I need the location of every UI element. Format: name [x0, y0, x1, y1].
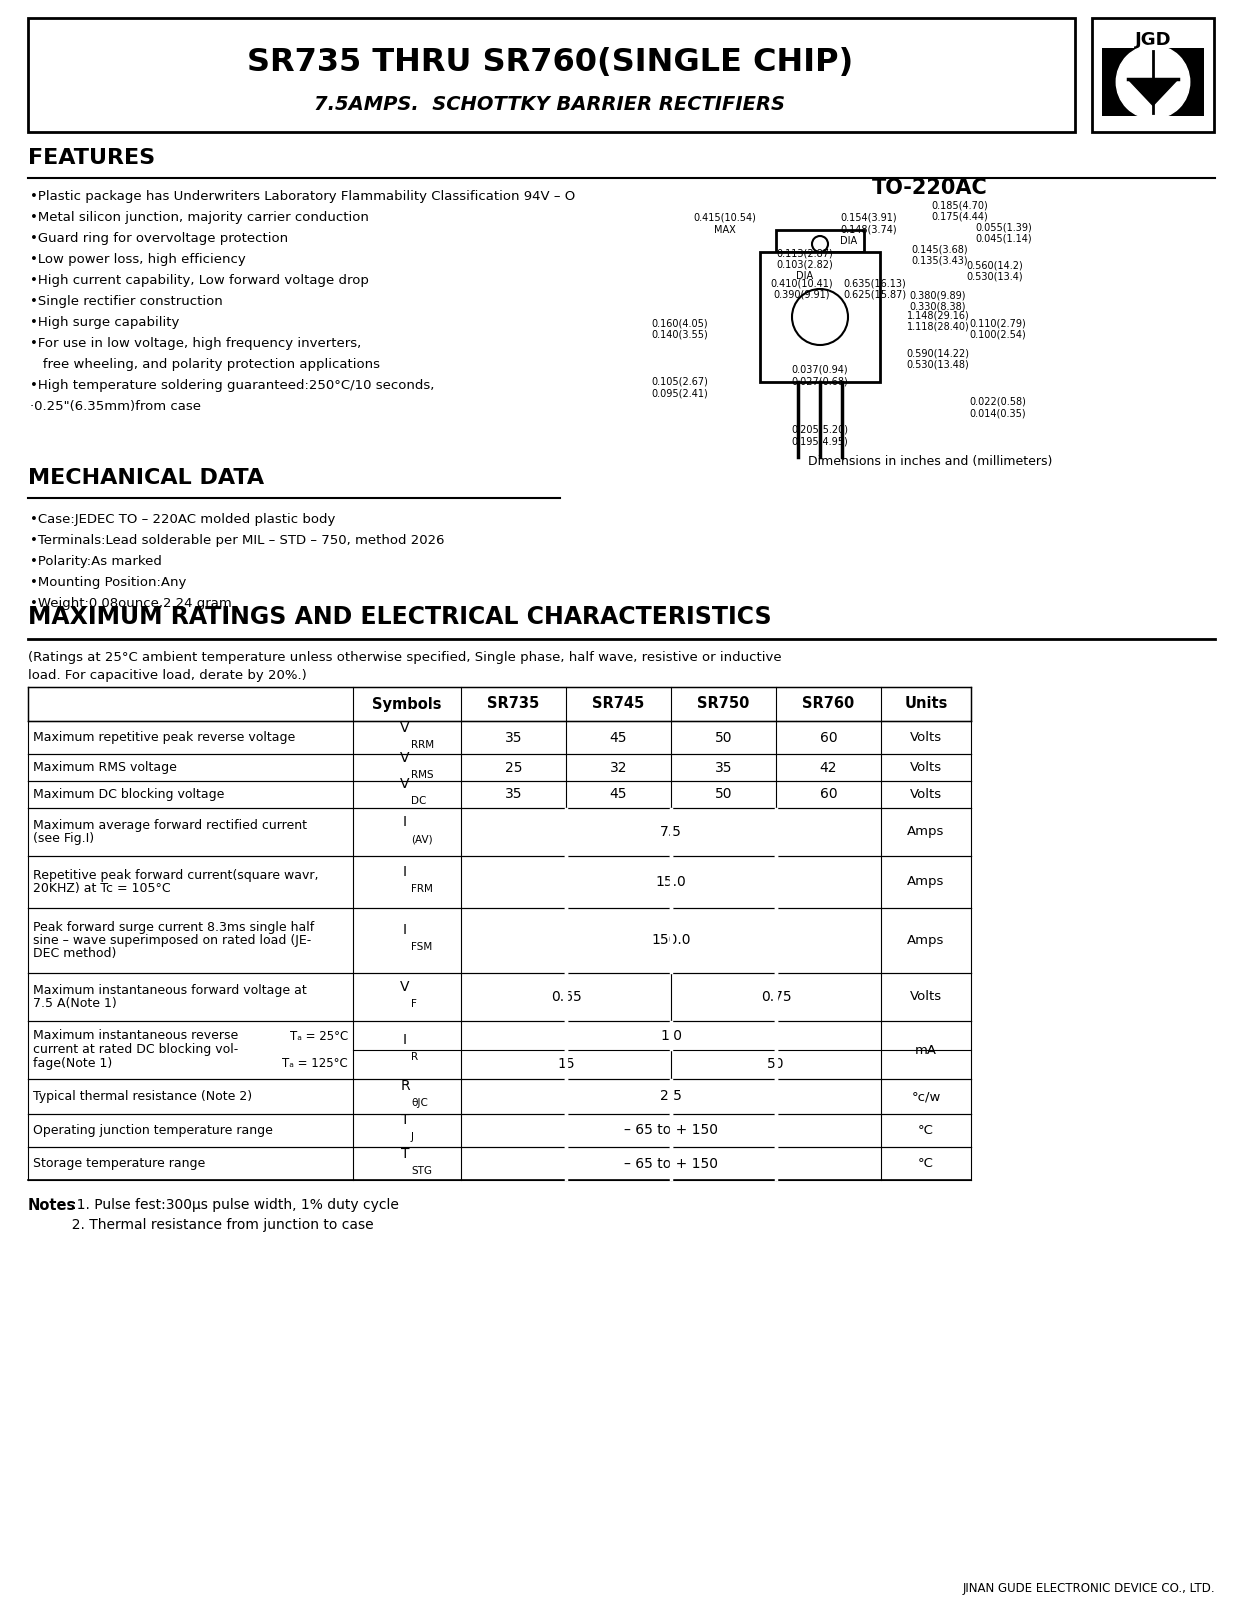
Text: SR750: SR750 — [697, 696, 750, 712]
Text: 0.110(2.79)
0.100(2.54): 0.110(2.79) 0.100(2.54) — [970, 318, 1026, 339]
Text: 2. Thermal resistance from junction to case: 2. Thermal resistance from junction to c… — [29, 1218, 374, 1232]
Text: Maximum average forward rectified current: Maximum average forward rectified curren… — [34, 819, 307, 832]
Text: FEATURES: FEATURES — [29, 149, 155, 168]
Text: Dimensions in inches and (millimeters): Dimensions in inches and (millimeters) — [807, 454, 1052, 467]
Text: Volts: Volts — [910, 990, 943, 1003]
Text: 0.160(4.05)
0.140(3.55): 0.160(4.05) 0.140(3.55) — [652, 318, 708, 339]
Text: V: V — [400, 750, 410, 765]
Text: Maximum instantaneous forward voltage at: Maximum instantaneous forward voltage at — [34, 984, 307, 997]
Text: Volts: Volts — [910, 731, 943, 744]
Circle shape — [1117, 45, 1190, 118]
Text: – 65 to + 150: – 65 to + 150 — [623, 1157, 718, 1171]
Text: 7.5: 7.5 — [660, 826, 682, 838]
Text: 7.5AMPS.  SCHOTTKY BARRIER RECTIFIERS: 7.5AMPS. SCHOTTKY BARRIER RECTIFIERS — [314, 96, 785, 115]
Text: (see Fig.I): (see Fig.I) — [34, 832, 94, 845]
Text: SR745: SR745 — [592, 696, 645, 712]
Text: 45: 45 — [610, 787, 627, 802]
Text: R: R — [400, 1080, 410, 1093]
Text: sine – wave superimposed on rated load (JE-: sine – wave superimposed on rated load (… — [34, 934, 312, 947]
Bar — [760, 251, 881, 382]
Text: current at rated DC blocking vol-: current at rated DC blocking vol- — [34, 1043, 238, 1056]
Text: 25: 25 — [504, 760, 522, 774]
Text: 20KHZ) at Tc = 105°C: 20KHZ) at Tc = 105°C — [34, 882, 170, 894]
Text: MECHANICAL DATA: MECHANICAL DATA — [29, 467, 265, 488]
Text: MAXIMUM RATINGS AND ELECTRICAL CHARACTERISTICS: MAXIMUM RATINGS AND ELECTRICAL CHARACTER… — [29, 605, 771, 629]
Text: Notes: Notes — [29, 1198, 76, 1213]
Text: Amps: Amps — [908, 934, 945, 947]
Text: 1.148(29.16)
1.118(28.40): 1.148(29.16) 1.118(28.40) — [907, 310, 969, 331]
Text: Storage temperature range: Storage temperature range — [34, 1157, 205, 1170]
Text: 0.105(2.67)
0.095(2.41): 0.105(2.67) 0.095(2.41) — [652, 378, 708, 398]
Text: mA: mA — [915, 1043, 936, 1056]
Text: (AV): (AV) — [411, 834, 432, 845]
Text: •For use in low voltage, high frequency inverters,: •For use in low voltage, high frequency … — [30, 338, 361, 350]
Text: Operating junction temperature range: Operating junction temperature range — [34, 1123, 273, 1138]
Text: •High temperature soldering guaranteed:250°C/10 seconds,: •High temperature soldering guaranteed:2… — [30, 379, 435, 392]
Text: •Mounting Position:Any: •Mounting Position:Any — [30, 576, 186, 589]
Text: 0.635(16.13)
0.625(15.87): 0.635(16.13) 0.625(15.87) — [843, 278, 907, 299]
Bar — [29, 686, 971, 722]
Text: 0.055(1.39)
0.045(1.14): 0.055(1.39) 0.045(1.14) — [975, 222, 1032, 243]
Text: fage(Note 1): fage(Note 1) — [34, 1058, 112, 1070]
Text: Maximum repetitive peak reverse voltage: Maximum repetitive peak reverse voltage — [34, 731, 296, 744]
Text: 7.5 A(Note 1): 7.5 A(Note 1) — [34, 997, 117, 1010]
Text: 0.65: 0.65 — [550, 990, 581, 1005]
Text: 32: 32 — [610, 760, 627, 774]
Text: 50: 50 — [714, 787, 733, 802]
Text: 1.0: 1.0 — [660, 1029, 682, 1043]
Text: 60: 60 — [820, 731, 837, 744]
Text: •Weight:0.08ounce,2.24 gram: •Weight:0.08ounce,2.24 gram — [30, 597, 232, 610]
Text: 0.145(3.68)
0.135(3.43): 0.145(3.68) 0.135(3.43) — [912, 243, 969, 266]
Text: Tₐ = 125°C: Tₐ = 125°C — [282, 1058, 348, 1070]
Text: 15: 15 — [558, 1058, 575, 1072]
Text: 0.205(5.20)
0.195(4.95): 0.205(5.20) 0.195(4.95) — [791, 426, 848, 446]
Text: °C: °C — [918, 1123, 934, 1138]
Text: RMS: RMS — [411, 770, 433, 779]
Text: Symbols: Symbols — [373, 696, 442, 712]
Text: 0.022(0.58)
0.014(0.35): 0.022(0.58) 0.014(0.35) — [970, 397, 1026, 419]
Text: I: I — [402, 814, 407, 829]
Text: JGD: JGD — [1135, 30, 1171, 50]
Text: free wheeling, and polarity protection applications: free wheeling, and polarity protection a… — [30, 358, 380, 371]
Text: 35: 35 — [504, 787, 522, 802]
Bar — [776, 230, 864, 251]
Text: Amps: Amps — [908, 826, 945, 838]
Text: DC: DC — [411, 797, 426, 806]
Text: SR735: SR735 — [487, 696, 539, 712]
Text: :1. Pulse fest:300μs pulse width, 1% duty cycle: :1. Pulse fest:300μs pulse width, 1% dut… — [72, 1198, 399, 1213]
Text: V: V — [400, 979, 410, 994]
Text: J: J — [411, 1133, 414, 1142]
Text: F: F — [411, 998, 417, 1010]
Text: SR760: SR760 — [802, 696, 854, 712]
Text: 60: 60 — [820, 787, 837, 802]
Text: R: R — [411, 1053, 419, 1062]
Text: Repetitive peak forward current(square wavr,: Repetitive peak forward current(square w… — [34, 869, 318, 882]
Text: 35: 35 — [504, 731, 522, 744]
Text: TO-220AC: TO-220AC — [872, 178, 987, 198]
Text: I: I — [402, 923, 407, 938]
Text: Maximum DC blocking voltage: Maximum DC blocking voltage — [34, 787, 225, 802]
Text: °c/w: °c/w — [912, 1090, 940, 1102]
Text: •Case:JEDEC TO – 220AC molded plastic body: •Case:JEDEC TO – 220AC molded plastic bo… — [30, 514, 335, 526]
Text: Volts: Volts — [910, 787, 943, 802]
Text: 0.185(4.70)
0.175(4.44): 0.185(4.70) 0.175(4.44) — [932, 200, 989, 221]
Text: Units: Units — [904, 696, 948, 712]
Text: 2.5: 2.5 — [660, 1090, 682, 1104]
Text: – 65 to + 150: – 65 to + 150 — [623, 1123, 718, 1138]
Text: •Metal silicon junction, majority carrier conduction: •Metal silicon junction, majority carrie… — [30, 211, 369, 224]
Text: Maximum instantaneous reverse: Maximum instantaneous reverse — [34, 1029, 238, 1042]
Text: DEC method): DEC method) — [34, 947, 117, 960]
Text: °C: °C — [918, 1157, 934, 1170]
Text: Typical thermal resistance (Note 2): Typical thermal resistance (Note 2) — [34, 1090, 252, 1102]
Text: 0.037(0.94)
0.027(0.68): 0.037(0.94) 0.027(0.68) — [791, 365, 848, 387]
Text: 0.154(3.91)
0.148(3.74)
DIA: 0.154(3.91) 0.148(3.74) DIA — [840, 213, 897, 246]
Bar — [1102, 48, 1203, 117]
Text: •Low power loss, high efficiency: •Low power loss, high efficiency — [30, 253, 246, 266]
Text: STG: STG — [411, 1165, 432, 1176]
Text: V: V — [400, 778, 410, 792]
Text: 0.590(14.22)
0.530(13.48): 0.590(14.22) 0.530(13.48) — [907, 349, 970, 370]
Polygon shape — [1128, 78, 1177, 106]
Text: 150.0: 150.0 — [651, 933, 691, 947]
Text: 15.0: 15.0 — [656, 875, 687, 890]
Text: T: T — [401, 1147, 410, 1160]
